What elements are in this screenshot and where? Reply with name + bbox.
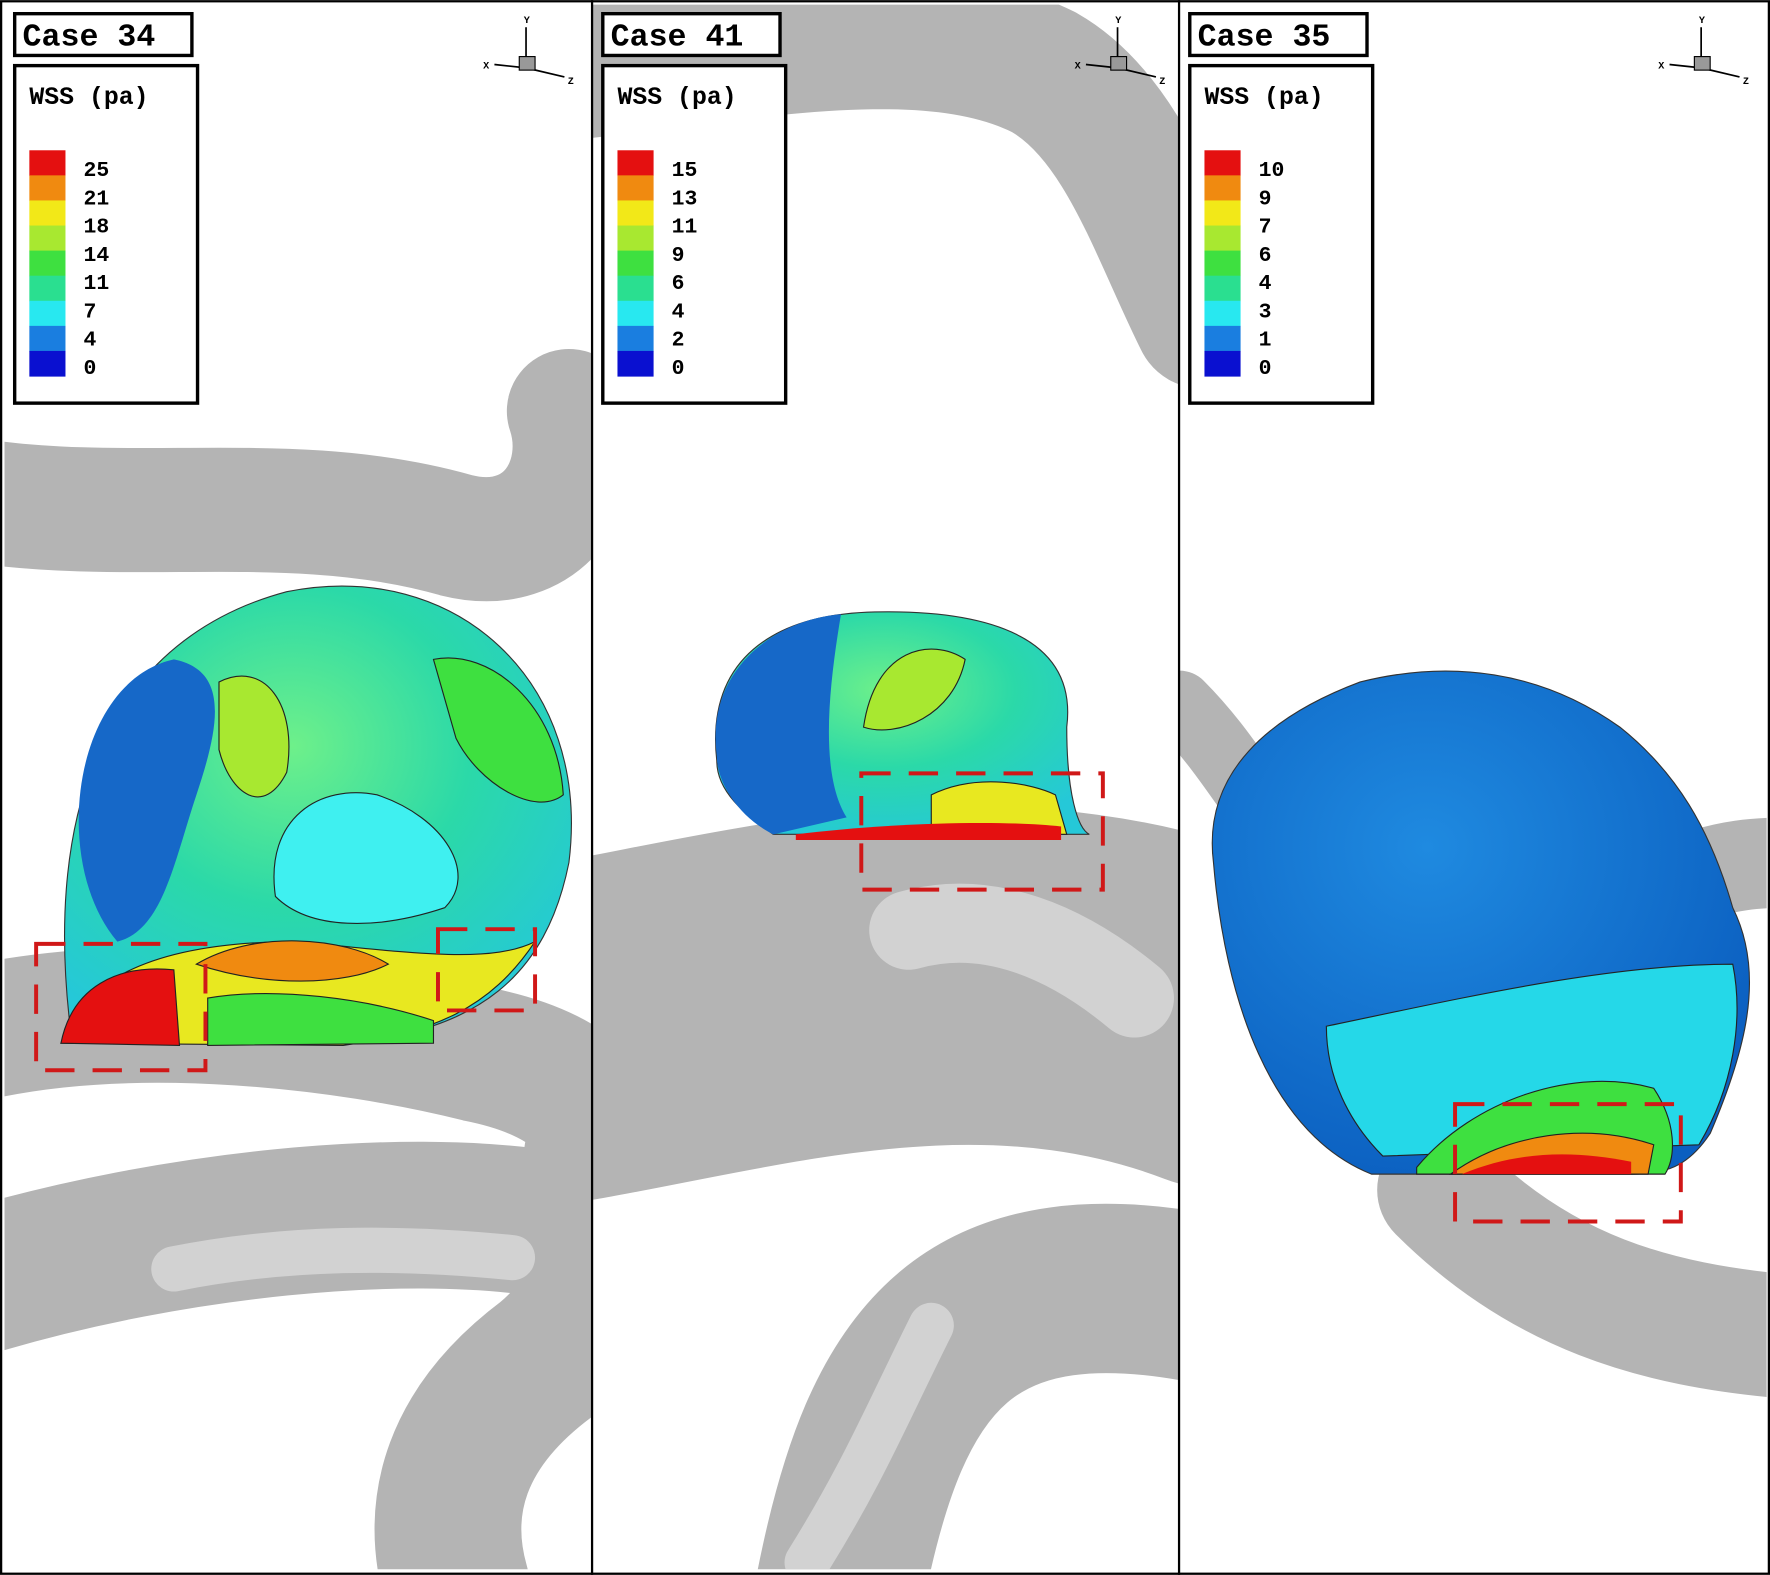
axis-label: X [1075, 61, 1082, 72]
panel-title: Case 34 [23, 21, 156, 56]
axis-label: Y [524, 16, 531, 27]
legend-label: 11 [672, 216, 698, 240]
legend-label: 13 [672, 187, 698, 211]
legend-swatch [1204, 300, 1241, 327]
legend-swatch [617, 325, 654, 352]
legend-label: 0 [672, 357, 685, 381]
legend-swatch [1204, 175, 1241, 202]
legend-label: 6 [1259, 244, 1272, 268]
panel-title: Case 35 [1198, 21, 1331, 56]
legend-label: 3 [1259, 300, 1272, 324]
axis-label: Z [1159, 77, 1165, 88]
legend-swatch [29, 300, 66, 327]
legend-swatch [1204, 225, 1241, 252]
legend-swatch [617, 350, 654, 377]
legend-swatch [617, 150, 654, 176]
legend-swatch [29, 350, 66, 377]
legend-label: 18 [84, 216, 110, 240]
legend-label: 7 [1259, 216, 1272, 240]
legend-title: WSS (pa) [29, 84, 148, 112]
legend-label: 10 [1259, 159, 1285, 183]
legend-label: 4 [1259, 272, 1272, 296]
legend-label: 9 [672, 244, 685, 268]
axis-label: X [483, 61, 490, 72]
legend-label: 21 [84, 187, 110, 211]
legend-swatch [617, 250, 654, 277]
title-box [12, 11, 194, 58]
legend-swatch [1204, 350, 1241, 377]
legend-swatch [29, 250, 66, 277]
legend-label: 9 [1259, 187, 1272, 211]
axis-cube [518, 56, 536, 71]
legend-swatch [29, 150, 66, 176]
legend-swatch [29, 175, 66, 202]
legend-swatch [1204, 150, 1241, 176]
legend-label: 2 [672, 329, 685, 353]
legend-swatch [29, 200, 66, 227]
title-box [1188, 11, 1369, 58]
legend-label: 1 [1259, 329, 1272, 353]
panel-image [4, 348, 592, 1570]
axis-label: X [1658, 61, 1665, 72]
legend-swatch [29, 225, 66, 252]
legend-swatch [1204, 250, 1241, 277]
legend-label: 15 [672, 159, 698, 183]
axis-label: Z [1743, 77, 1749, 88]
legend-label: 4 [672, 300, 685, 324]
legend-swatch [1204, 325, 1241, 352]
legend-label: 11 [84, 272, 110, 296]
legend-label: 0 [1259, 357, 1272, 381]
panel-title: Case 41 [611, 21, 744, 56]
legend-swatch [617, 275, 654, 302]
title-box [601, 11, 782, 58]
legend-swatch [29, 275, 66, 302]
panel-overlay: Case 34 WSS (pa) 25 21 18 14 11 7 4 0 Y X Z [12, 11, 574, 405]
legend-swatch [29, 325, 66, 352]
legend-swatch [617, 175, 654, 202]
legend-swatch [617, 300, 654, 327]
legend-swatch [1204, 275, 1241, 302]
panel-image [1179, 670, 1767, 1397]
legend-swatch [617, 225, 654, 252]
legend-swatch [1204, 200, 1241, 227]
axis-cube [1110, 56, 1128, 71]
legend-title: WSS (pa) [1204, 84, 1323, 112]
axis-label: Y [1699, 16, 1706, 27]
axis-label: Y [1115, 16, 1122, 27]
legend-label: 6 [672, 272, 685, 296]
legend-label: 25 [84, 159, 110, 183]
legend-label: 7 [84, 300, 97, 324]
legend-label: 0 [84, 357, 97, 381]
panel-overlay: Case 41 WSS (pa) 15 13 11 9 6 4 2 0 Y X Z [601, 11, 1165, 405]
axis-cube [1693, 56, 1711, 71]
legend-title: WSS (pa) [617, 84, 736, 112]
legend-label: 14 [84, 244, 110, 268]
legend-swatch [617, 200, 654, 227]
legend-label: 4 [84, 329, 97, 353]
axis-label: Z [568, 77, 574, 88]
